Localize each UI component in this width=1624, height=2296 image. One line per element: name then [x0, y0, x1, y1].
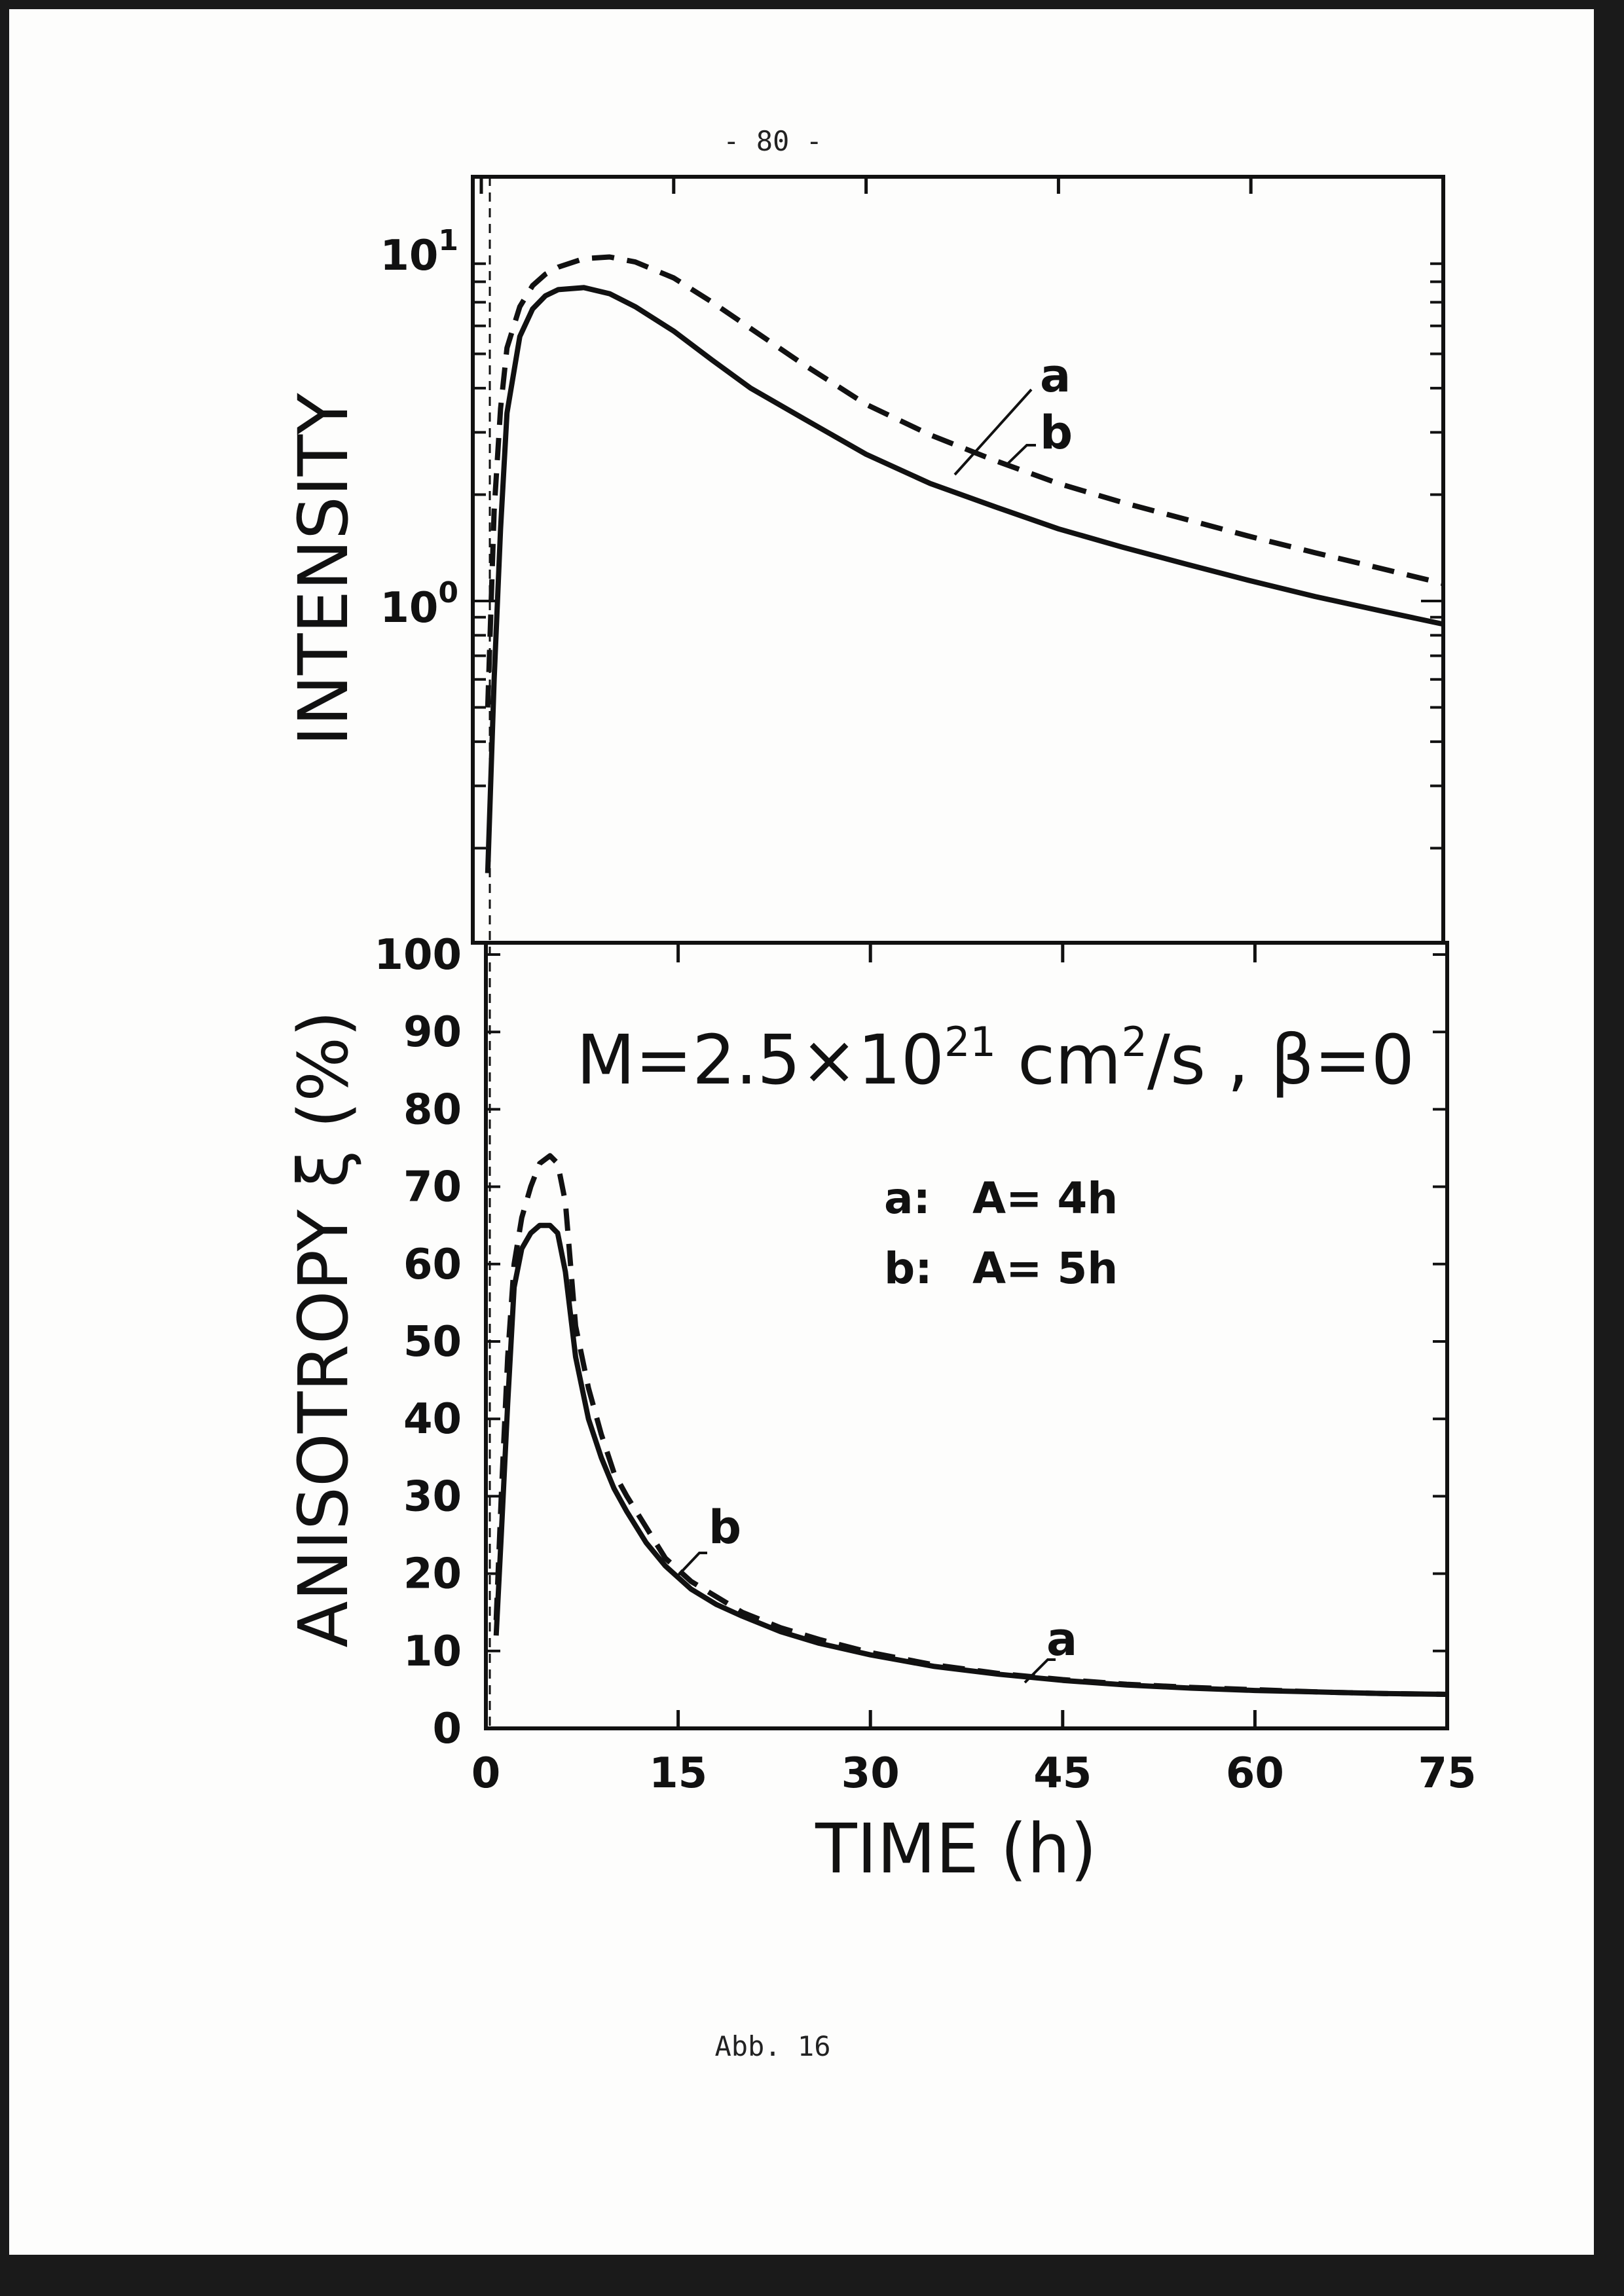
anisotropy-tick-label: 60	[403, 1241, 462, 1289]
bottom-curve-label-a: a	[1046, 1613, 1077, 1666]
time-tick-label: 0	[471, 1749, 501, 1798]
leader-line-top-b	[1004, 444, 1036, 467]
anisotropy-tick-label: 90	[403, 1008, 462, 1057]
time-axis-title: TIME (h)	[815, 1809, 1097, 1889]
figure-caption: Abb. 16	[714, 2030, 830, 2062]
anisotropy-tick-label: 10	[403, 1628, 462, 1676]
page-number: - 80 -	[723, 125, 822, 157]
key-a-text: A= 4h	[972, 1173, 1118, 1224]
intensity-series-a	[485, 285, 1444, 873]
leader-line-bottom-b	[674, 1552, 707, 1579]
curve-key: a: A= 4h b: A= 5h	[884, 1173, 1118, 1294]
intensity-axis-title: INTENSITY	[284, 393, 363, 746]
time-tick-label: 60	[1226, 1749, 1284, 1798]
intensity-tick-labels: 101 100	[380, 224, 458, 632]
leader-line-bottom-a	[1024, 1658, 1056, 1684]
anisotropy-tick-label: 40	[403, 1395, 462, 1444]
anisotropy-series-a	[493, 1222, 1448, 1697]
key-b-text: A= 5h	[972, 1243, 1118, 1294]
anisotropy-tick-label: 80	[403, 1085, 462, 1134]
anisotropy-series-b	[493, 1153, 1448, 1697]
curve-labels: a b b a	[674, 349, 1077, 1684]
intensity-panel-frame	[471, 175, 1445, 945]
top-curve-label-a: a	[1040, 349, 1071, 403]
time-tick-label: 45	[1033, 1749, 1092, 1798]
anisotropy-tick-labels: 0 10 20 30 40 50 60 70 80 90 100	[374, 931, 462, 1753]
time-tick-label: 15	[649, 1749, 707, 1798]
top-curve-label-b: b	[1040, 406, 1073, 460]
anisotropy-panel-frame	[484, 941, 1449, 1730]
anisotropy-tick-label: 70	[403, 1163, 462, 1212]
model-parameters: M=2.5×1021 cm2/s , β=0	[576, 1018, 1414, 1100]
anisotropy-tick-label: 20	[403, 1550, 462, 1599]
time-tick-labels: 0 15 30 45 60 75	[471, 1749, 1477, 1798]
key-a-tag: a:	[884, 1173, 931, 1224]
axis-ticks	[473, 177, 1449, 1730]
data-curves	[485, 254, 1448, 1697]
anisotropy-tick-label: 30	[403, 1472, 462, 1521]
time-tick-label: 30	[841, 1749, 900, 1798]
key-b-tag: b:	[884, 1243, 932, 1294]
anisotropy-tick-label: 50	[403, 1318, 462, 1366]
intensity-series-b	[485, 254, 1444, 708]
leader-line-top-a	[953, 388, 1033, 476]
bottom-curve-label-b: b	[709, 1501, 741, 1554]
plot-frames	[471, 175, 1449, 1730]
time-tick-label: 75	[1418, 1749, 1476, 1798]
anisotropy-tick-label: 0	[432, 1705, 462, 1753]
intensity-tick-10-1: 101	[380, 224, 458, 280]
anisotropy-tick-label: 100	[374, 931, 462, 979]
intensity-tick-10-0: 100	[380, 576, 458, 632]
paper-sheet	[9, 9, 1594, 2255]
anisotropy-axis-title: ANISOTROPY ξ (%)	[284, 1010, 363, 1647]
